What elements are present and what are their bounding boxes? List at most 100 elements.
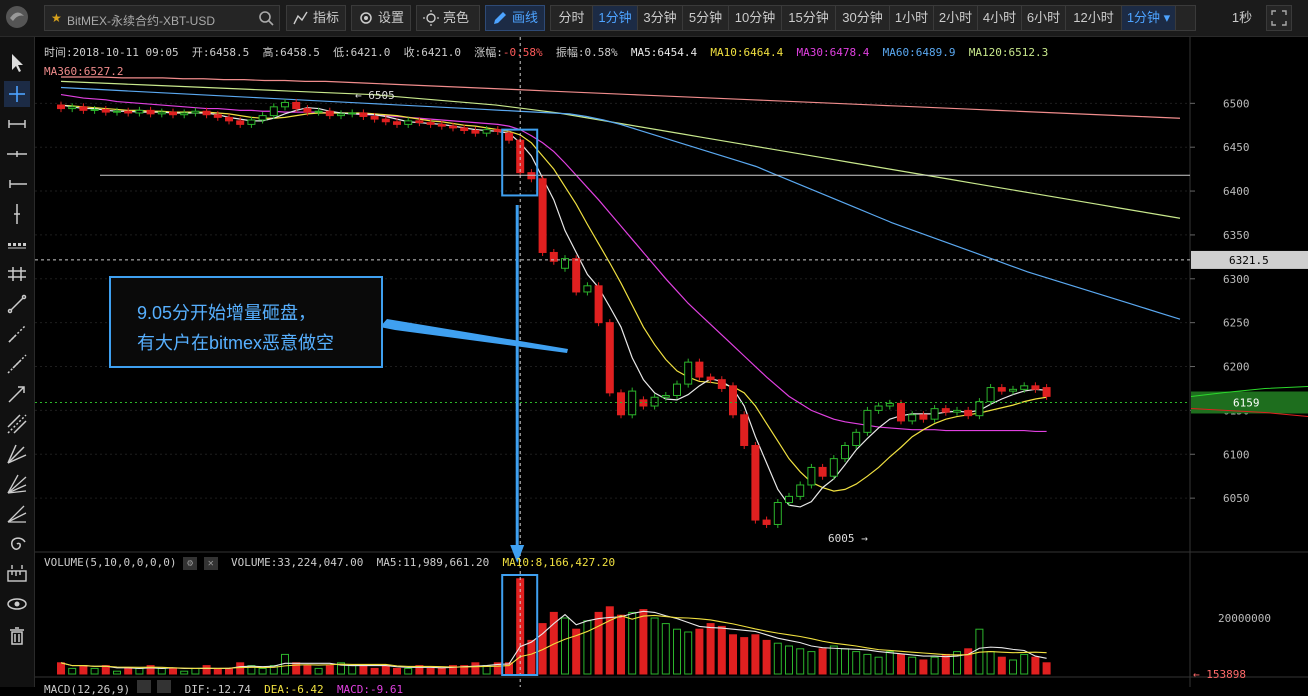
period-tab-7[interactable]: 1小时 [890, 6, 934, 30]
period-tab-8[interactable]: 2小时 [934, 6, 978, 30]
volume-bar-21 [292, 662, 301, 675]
volume-bar-14 [213, 667, 222, 675]
candle-body-31 [404, 120, 413, 125]
candle-body-2 [79, 106, 88, 111]
fan-lines-icon[interactable] [4, 501, 30, 527]
candle-69 [829, 455, 838, 480]
draw-line-button[interactable]: 画线 [485, 5, 545, 31]
period-tab-2[interactable]: 3分钟 [638, 6, 683, 30]
ma120-line [60, 80, 1181, 219]
volume-bar-57 [695, 628, 704, 675]
cursor-arrow-icon[interactable] [4, 50, 30, 76]
candle-9 [157, 108, 166, 118]
volume-bar-45 [561, 617, 569, 675]
annotations [35, 37, 1190, 687]
volume-bar-28 [370, 667, 379, 675]
moving-average-lines [60, 76, 1181, 508]
price-tick-label-1: 6450 [1223, 141, 1250, 154]
period-tab-11[interactable]: 12小时 [1066, 6, 1122, 30]
period-tab-6[interactable]: 30分钟 [836, 6, 890, 30]
period-tab-3[interactable]: 5分钟 [683, 6, 729, 30]
candle-body-74 [885, 402, 894, 407]
trend-line-icon[interactable] [4, 291, 30, 317]
volume-ma10-line [60, 614, 1047, 669]
volume-close-icon[interactable]: ✕ [203, 557, 218, 570]
candle-body-39 [493, 129, 502, 132]
chart-area[interactable]: 6500645064006350630062506200615061006050… [35, 37, 1308, 687]
horizontal-line-icon[interactable] [4, 141, 30, 167]
favorite-star-icon[interactable]: ★ [51, 11, 62, 25]
trash-icon[interactable] [4, 623, 30, 649]
crosshair-icon[interactable] [4, 81, 30, 107]
indicators-label: 指标 [313, 10, 340, 25]
vertical-line-icon[interactable] [4, 201, 30, 227]
candle-body-60 [729, 385, 737, 416]
candle-body-27 [359, 112, 368, 117]
candle-body-29 [381, 118, 390, 123]
candle-1 [68, 103, 77, 113]
volume-bar-46 [572, 628, 581, 675]
candle-body-45 [561, 258, 569, 269]
period-tab-1[interactable]: 1分钟 [593, 6, 638, 30]
candle-11 [180, 109, 189, 119]
period-tab-9[interactable]: 4小时 [978, 6, 1022, 30]
candle-15 [225, 113, 233, 125]
interval-button[interactable]: 1秒 [1231, 10, 1253, 25]
volume-bar-80 [953, 651, 961, 675]
candle-68 [818, 463, 827, 480]
annotation-arrow-left [380, 319, 568, 353]
candle-body-84 [997, 387, 1006, 392]
volume-bar-87 [1031, 656, 1040, 675]
theme-toggle-button[interactable]: 亮色 [416, 5, 480, 31]
period-tab-12[interactable]: 1分钟 ▾ [1122, 6, 1176, 30]
candle-body-32 [415, 120, 424, 124]
symbol-search-input[interactable]: ★ BitMEX-永续合约-XBT-USD [44, 5, 280, 31]
period-tab-10[interactable]: 6小时 [1022, 6, 1066, 30]
candle-20 [281, 98, 289, 111]
annotation-callout-box[interactable]: 9.05分开始增量砸盘， 有大户在bitmex恶意做空 [109, 276, 383, 368]
period-selector: 分时 1分钟 3分钟 5分钟 10分钟 15分钟 30分钟 1小时 2小时 4小时 6小时 12小时 1… [550, 5, 1196, 31]
gann-fan-icon[interactable] [4, 471, 30, 497]
candle-24 [325, 107, 334, 120]
volume-bar-3 [90, 667, 99, 675]
period-tab-5[interactable]: 15分钟 [782, 6, 836, 30]
parallel-channel-icon[interactable] [4, 411, 30, 437]
fibonacci-spiral-icon[interactable] [4, 531, 30, 557]
candle-66 [796, 481, 805, 500]
search-icon[interactable] [257, 9, 275, 27]
volume-bar-78 [930, 656, 939, 675]
extended-line-icon[interactable] [4, 351, 30, 377]
horizontal-ray-icon[interactable] [4, 171, 30, 197]
candle-body-30 [393, 121, 401, 125]
candle-body-36 [460, 127, 469, 132]
volume-settings-icon[interactable]: ⚙ [183, 557, 198, 570]
candle-84 [997, 384, 1006, 395]
settings-button[interactable]: 设置 [351, 5, 411, 31]
eye-icon[interactable] [4, 591, 30, 617]
measure-tool-icon[interactable] [4, 561, 30, 587]
price-line-icon[interactable] [4, 231, 30, 257]
crosshair-price-box [1191, 250, 1308, 269]
info-change-label: 涨幅: [474, 46, 503, 59]
volume-bar-6 [124, 667, 133, 675]
info-ma5: MA5:6454.4 [630, 46, 698, 59]
ma5-line [60, 104, 1047, 508]
horizontal-segment-icon[interactable] [4, 111, 30, 137]
volume-bar-2 [79, 665, 88, 675]
candle-body-33 [426, 122, 435, 125]
candle-33 [426, 119, 435, 128]
candle-43 [538, 175, 547, 256]
parallel-lines-icon[interactable] [4, 261, 30, 287]
arrow-line-icon[interactable] [4, 381, 30, 407]
candle-77 [919, 411, 928, 423]
period-tab-4[interactable]: 10分钟 [729, 6, 782, 30]
candle-88 [1042, 384, 1051, 400]
ray-line-icon[interactable] [4, 321, 30, 347]
candle-body-86 [1020, 385, 1029, 390]
volume-bar-10 [169, 667, 177, 675]
candle-65 [785, 492, 793, 507]
fullscreen-button[interactable] [1266, 5, 1292, 31]
pitchfork-icon[interactable] [4, 441, 30, 467]
period-tab-0[interactable]: 分时 [551, 6, 593, 30]
indicators-button[interactable]: 指标 [286, 5, 346, 31]
